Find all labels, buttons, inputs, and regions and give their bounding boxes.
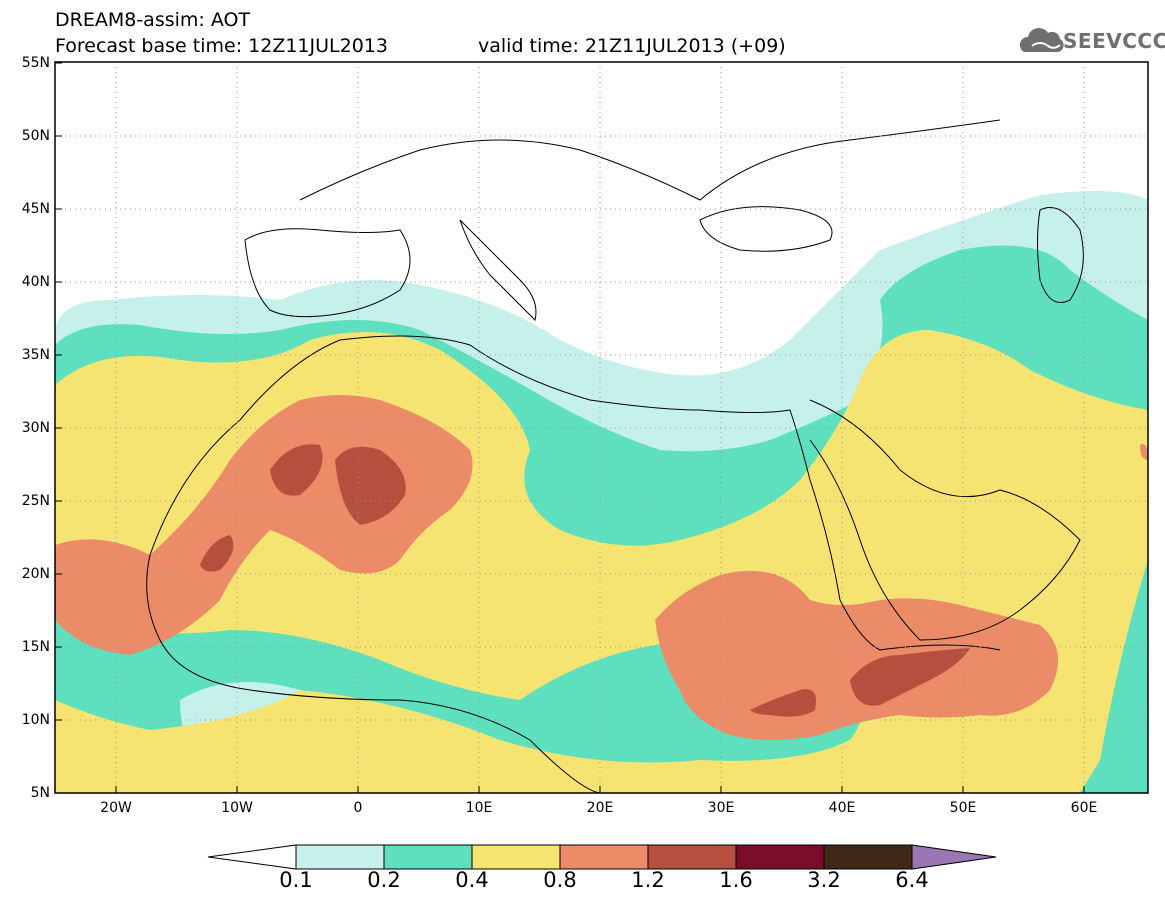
lon-label-0: 0 (353, 800, 363, 816)
legend-label-3: 0.8 (543, 868, 577, 892)
legend-swatch-5 (735, 844, 825, 870)
aot-band-orange-spot (1140, 444, 1148, 460)
lat-label-10n: 10N (21, 712, 50, 728)
legend-label-5: 1.6 (719, 868, 753, 892)
lon-label-60e: 60E (1070, 800, 1098, 816)
lon-label-40e: 40E (828, 800, 856, 816)
legend-swatch-2 (471, 844, 561, 870)
aot-band-brown-west (270, 444, 323, 496)
lat-label-35n: 35N (21, 347, 50, 363)
legend-label-6: 3.2 (807, 868, 841, 892)
legend-label-2: 0.4 (455, 868, 489, 892)
lon-label-10w: 10W (221, 800, 253, 816)
legend-under-triangle (207, 844, 297, 870)
legend-label-1: 0.2 (367, 868, 401, 892)
coastline-black-sea (699, 206, 833, 252)
legend-swatch-4 (647, 844, 737, 870)
lat-label-5n: 5N (30, 785, 50, 801)
aot-band-orange-east (655, 570, 1058, 740)
legend-over-triangle (911, 844, 997, 870)
lon-label-50e: 50E (949, 800, 977, 816)
forecast-base-time: Forecast base time: 12Z11JUL2013 (55, 35, 388, 57)
lat-label-55n: 55N (21, 55, 50, 71)
coastline-caspian (1037, 207, 1084, 303)
legend-label-4: 1.2 (631, 868, 665, 892)
lat-label-15n: 15N (21, 639, 50, 655)
lat-label-20n: 20N (21, 566, 50, 582)
lat-label-45n: 45N (21, 201, 50, 217)
coastline-africa-north (149, 335, 1001, 651)
lat-label-30n: 30N (21, 420, 50, 436)
cloud-icon (1019, 28, 1064, 52)
legend-swatch-6 (823, 844, 913, 870)
coastline-arabia (809, 399, 1081, 641)
legend-swatch-1 (383, 844, 473, 870)
coastline-italy (459, 219, 537, 321)
legend-swatch-3 (559, 844, 649, 870)
legend-label-7: 6.4 (895, 868, 929, 892)
legend-label-0: 0.1 (279, 868, 313, 892)
logo-text: SEEVCCC (1063, 29, 1165, 53)
map-title: DREAM8-assim: AOT (55, 9, 251, 31)
legend-swatch-0 (295, 844, 385, 870)
aot-band-brown-west3 (200, 535, 234, 572)
lat-label-50n: 50N (21, 128, 50, 144)
lon-label-20e: 20E (586, 800, 614, 816)
lon-label-10e: 10E (465, 800, 493, 816)
aot-band-brown-east (850, 648, 970, 706)
coastline-west-africa (146, 554, 601, 793)
coastline-iberia (244, 228, 411, 318)
lon-label-30e: 30E (707, 800, 735, 816)
valid-time: valid time: 21Z11JUL2013 (+09) (478, 35, 786, 57)
aot-band-brown-east2 (750, 689, 816, 717)
lat-label-25n: 25N (21, 493, 50, 509)
lon-label-20w: 20W (100, 800, 132, 816)
aot-band-brown-west2 (335, 446, 406, 525)
lat-label-40n: 40N (21, 274, 50, 290)
coastline-europe (299, 119, 1001, 201)
